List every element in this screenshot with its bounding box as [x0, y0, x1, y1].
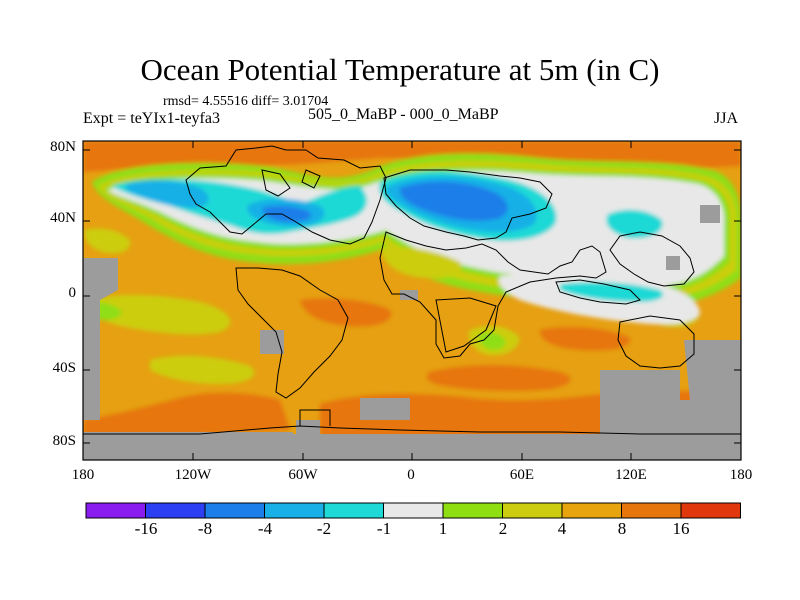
- coast-pacific-continent: [383, 169, 553, 241]
- anomaly-4c-south-4: [380, 246, 462, 279]
- lat-tick-label: 80N: [50, 139, 76, 155]
- lat-tick-label: 0: [68, 285, 77, 301]
- lat-tick-label: 40S: [52, 360, 76, 376]
- colorbar-label: -1: [376, 519, 392, 538]
- colorbar-box-10: [680, 502, 741, 519]
- coast-north-inner: [261, 169, 291, 197]
- land-south-patch-3: [296, 420, 320, 438]
- colorbar: [85, 502, 741, 519]
- anomaly-16c-mid: [300, 298, 392, 327]
- colorbar-box-8: [561, 502, 622, 519]
- colorbar-box-7: [502, 502, 563, 519]
- anomaly-16c-south-band: [426, 365, 571, 391]
- lon-tick-label: 120W: [174, 467, 212, 483]
- lon-tick-label: 60W: [288, 467, 318, 483]
- lon-tick-label: 60E: [509, 467, 535, 483]
- coast-africa-tail: [435, 297, 497, 353]
- colorbar-box-0: [85, 502, 146, 519]
- anomaly-minus4-mid: [262, 205, 312, 222]
- anomaly-4c-south-1: [87, 294, 231, 335]
- coastlines: [83, 145, 741, 435]
- land-west-margin: [83, 258, 118, 330]
- land-east-island: [684, 340, 741, 400]
- experiment-label: Expt = teYIx1-teyfa3: [83, 110, 220, 127]
- colorbar-box-1: [145, 502, 206, 519]
- land-east-patch-2: [666, 256, 680, 270]
- land-mid-patch: [400, 290, 418, 300]
- land-east-block: [600, 370, 741, 434]
- comparison-subtitle: 505_0_MaBP - 000_0_MaBP: [308, 106, 499, 123]
- anomaly-minus1-east: [606, 209, 663, 239]
- lon-tick-label: 120E: [615, 467, 647, 483]
- anomaly-4c-south-2: [150, 355, 255, 384]
- anomaly-minus4-pacific: [399, 181, 508, 221]
- colorbar-label: 16: [672, 519, 690, 538]
- anomaly-16c-south-west: [83, 392, 290, 440]
- colorbar-label: -4: [257, 519, 273, 538]
- anomaly-2c-south-2: [479, 332, 506, 350]
- lat-tick-label: 40N: [50, 210, 76, 226]
- colorbar-label: -8: [197, 519, 213, 538]
- colorbar-label: 4: [557, 519, 567, 538]
- coast-antarctic-inner: [299, 409, 331, 426]
- land-east-patch: [700, 205, 720, 223]
- colorbar-box-4: [323, 502, 384, 519]
- rmsd-diff-stats: rmsd= 4.55516 diff= 3.01704: [163, 94, 329, 109]
- colorbar-label: -16: [134, 519, 158, 538]
- land-west-lowlat: [83, 330, 100, 420]
- land-south-patch-2: [260, 330, 284, 354]
- lon-tick-label: 180: [71, 467, 95, 483]
- anomaly-4c-south-5: [84, 228, 131, 254]
- land-west-antarctica: [83, 432, 293, 460]
- lat-tick-label: 80S: [52, 433, 76, 449]
- season-label: JJA: [714, 110, 739, 127]
- axis-ticks: [83, 141, 741, 460]
- coast-east-small: [555, 279, 641, 305]
- colorbar-box-6: [442, 502, 503, 519]
- colorbar-box-2: [204, 502, 265, 519]
- colorbar-box-5: [383, 502, 444, 519]
- colorbar-label: 2: [498, 519, 508, 538]
- colorbar-label: -2: [316, 519, 332, 538]
- colorbar-box-3: [264, 502, 325, 519]
- land-south-patch: [360, 398, 410, 420]
- coast-north-inner-2: [301, 169, 321, 189]
- coast-north-continent: [185, 145, 387, 245]
- plot-title: Ocean Potential Temperature at 5m (in C): [140, 52, 660, 87]
- coast-east-continent: [609, 231, 695, 287]
- coast-central-continent: [379, 231, 607, 359]
- colorbar-label: 8: [617, 519, 627, 538]
- coast-australia: [617, 315, 695, 369]
- coast-south-edge: [83, 425, 741, 435]
- coast-south-america: [235, 267, 349, 399]
- lon-tick-label: 180: [729, 467, 753, 483]
- anomaly-16c-east-mid: [540, 327, 631, 351]
- lon-tick-label: 0: [407, 467, 415, 483]
- colorbar-label: 1: [438, 519, 448, 538]
- colorbar-box-9: [621, 502, 682, 519]
